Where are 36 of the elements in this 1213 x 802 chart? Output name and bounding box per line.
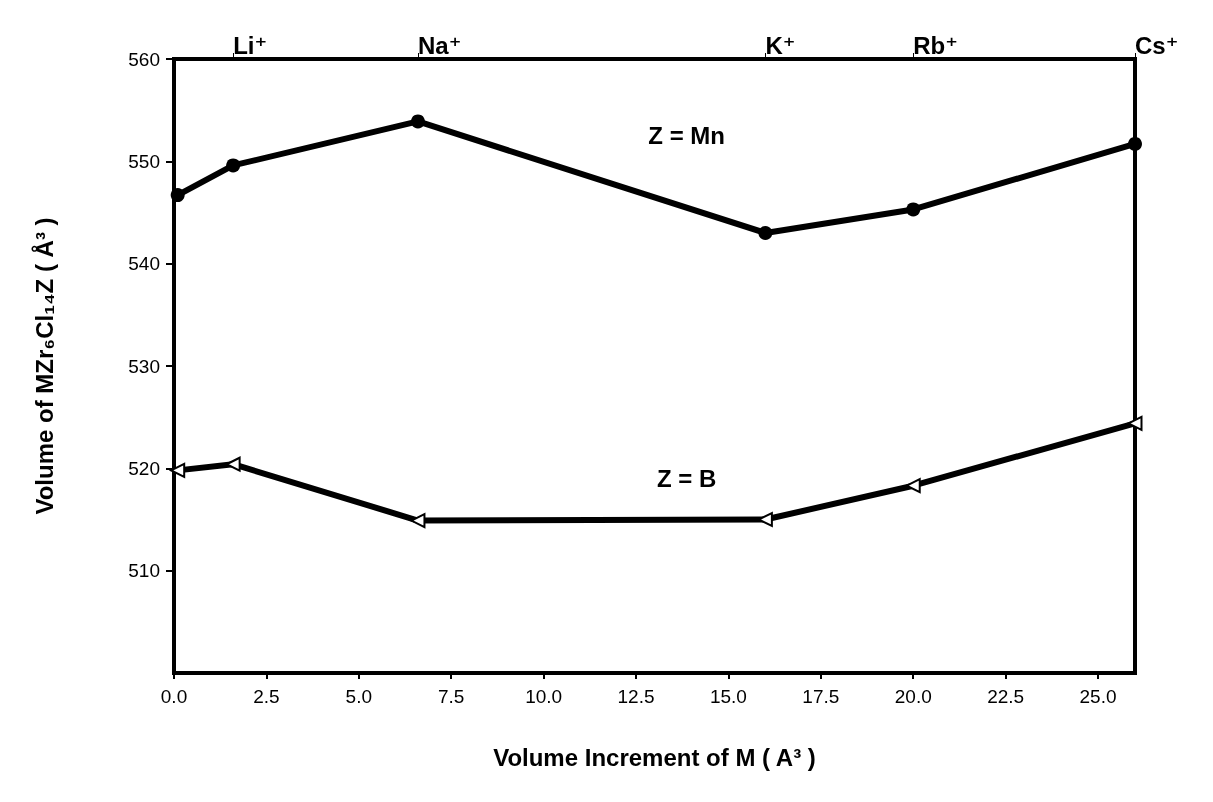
text: Rb⁺ bbox=[913, 31, 958, 59]
point bbox=[1128, 136, 1142, 151]
point bbox=[170, 188, 185, 203]
x-tick-label: 2.5 bbox=[253, 686, 280, 707]
y-tick-label: 560 bbox=[128, 48, 160, 70]
y-tick-label: 550 bbox=[128, 150, 160, 172]
x-tick-label: 15.0 bbox=[709, 686, 747, 707]
x-tick-label: 5.0 bbox=[345, 686, 373, 707]
x-tick-label: 22.5 bbox=[987, 686, 1025, 707]
y-tick-label: 510 bbox=[128, 560, 160, 582]
series-label: Z = B bbox=[656, 464, 717, 492]
text: K⁺ bbox=[765, 31, 796, 59]
x-tick-label: 0.0 bbox=[160, 686, 188, 707]
point bbox=[410, 513, 426, 529]
y-tick-label: 540 bbox=[128, 253, 160, 275]
text: Cs⁺ bbox=[1135, 31, 1179, 59]
x-tick-label: 10.0 bbox=[525, 686, 563, 707]
point bbox=[410, 114, 425, 129]
point bbox=[905, 478, 921, 494]
point bbox=[226, 158, 241, 173]
x-tick-label: 20.0 bbox=[894, 686, 932, 707]
y-axis-title: Volume of MZr₆Cl₁₄Z ( Å³ ) bbox=[30, 217, 58, 515]
x-tick-label: 12.5 bbox=[617, 686, 655, 707]
point bbox=[758, 225, 773, 240]
y-tick-label: 520 bbox=[128, 457, 160, 479]
point bbox=[170, 462, 186, 478]
x-axis-title: Volume Increment of M ( A³ ) bbox=[493, 743, 816, 771]
series-label: Z = Mn bbox=[648, 121, 725, 149]
x-tick-label: 17.5 bbox=[802, 686, 840, 707]
point bbox=[906, 202, 921, 217]
point bbox=[1127, 415, 1143, 431]
y-tick-label: 530 bbox=[128, 355, 160, 377]
text: Na⁺ bbox=[417, 31, 462, 59]
x-tick-label: 25.0 bbox=[1079, 686, 1117, 707]
x-tick-label: 7.5 bbox=[438, 686, 465, 707]
text: Li⁺ bbox=[233, 31, 268, 59]
